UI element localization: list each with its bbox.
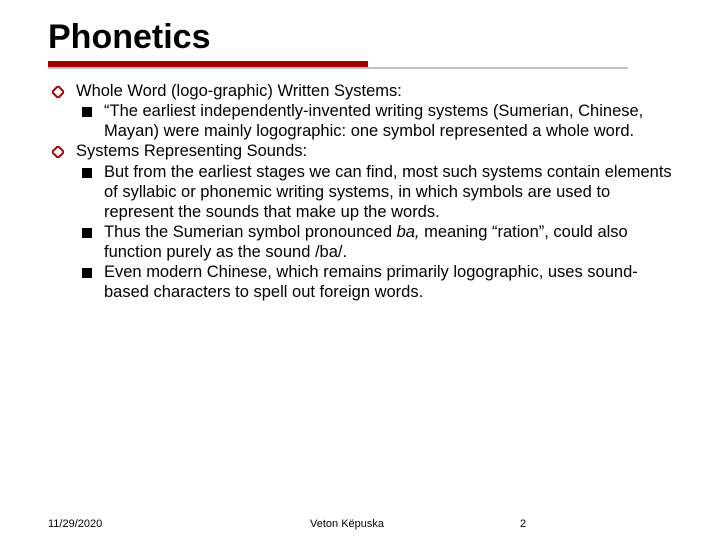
footer-author: Veton Këpuska [310,518,384,530]
page-title: Phonetics [48,18,680,57]
list-item: Even modern Chinese, which remains prima… [82,262,680,302]
list-item: “The earliest independently-invented wri… [82,101,680,141]
diamond-bullet-icon [52,146,64,158]
content-body: Whole Word (logo-graphic) Written System… [48,81,680,302]
list-item-text: Whole Word (logo-graphic) Written System… [76,81,402,101]
square-bullet-icon [82,168,92,178]
diamond-bullet-icon [52,86,64,98]
list-item: Whole Word (logo-graphic) Written System… [52,81,680,101]
list-item: But from the earliest stages we can find… [82,162,680,222]
list-item-text: Thus the Sumerian symbol pronounced ba, … [104,222,680,262]
list-item: Thus the Sumerian symbol pronounced ba, … [82,222,680,262]
square-bullet-icon [82,228,92,238]
square-bullet-icon [82,107,92,117]
list-item-text: Even modern Chinese, which remains prima… [104,262,680,302]
title-underline [48,61,680,69]
footer-page-number: 2 [520,518,526,530]
square-bullet-icon [82,268,92,278]
list-item-text: Systems Representing Sounds: [76,141,307,161]
footer-date: 11/29/2020 [48,518,102,530]
title-block: Phonetics [48,18,680,69]
list-item: Systems Representing Sounds: [52,141,680,161]
slide: Phonetics Whole Word (logo-graphic) Writ… [0,0,720,540]
underline-light [48,67,628,69]
list-item-text: But from the earliest stages we can find… [104,162,680,222]
list-item-text: “The earliest independently-invented wri… [104,101,680,141]
